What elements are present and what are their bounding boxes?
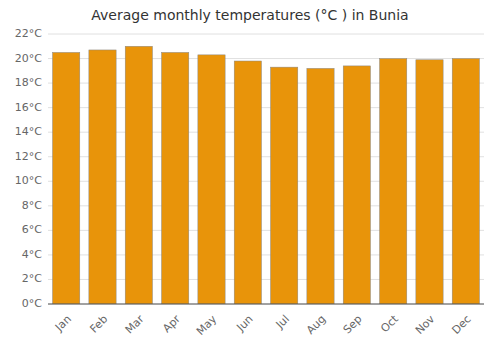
chart-title: Average monthly temperatures (°C ) in Bu… [91,7,408,23]
bar [162,52,189,304]
y-tick-label: 18°C [15,76,42,89]
y-tick-label: 0°C [22,297,42,310]
x-tick-label: Mar [123,312,147,336]
x-tick-label: Apr [160,312,183,335]
y-tick-label: 10°C [15,174,42,187]
bars [53,46,480,304]
x-tick-label: Aug [304,313,328,337]
y-grid [48,34,484,304]
bar [452,59,479,304]
bar [380,59,407,304]
bar [307,68,334,304]
x-tick-label: May [194,312,220,338]
y-tick-label: 8°C [22,199,42,212]
bar [271,67,298,304]
bar [89,50,116,304]
y-tick-label: 22°C [15,27,42,40]
x-tick-label: Feb [87,313,110,336]
y-tick-label: 6°C [22,223,42,236]
y-tick-label: 4°C [22,248,42,261]
grid-line [48,304,484,305]
x-tick-label: Nov [413,312,438,337]
chart-svg: Average monthly temperatures (°C ) in Bu… [0,0,500,350]
y-tick-label: 12°C [15,150,42,163]
x-tick-label: Jan [52,313,74,335]
y-tick-label: 16°C [15,101,42,114]
x-tick-label: Oct [378,312,401,335]
bar [53,52,80,304]
x-tick-label: Sep [341,313,365,337]
bar [234,61,261,304]
y-tick-label: 2°C [22,272,42,285]
x-axis-line [48,304,484,305]
y-tick-label: 14°C [15,125,42,138]
grid-line [48,34,484,35]
bar [198,55,225,304]
y-tick-label: 20°C [15,52,42,65]
x-tick-label: Jul [273,313,292,332]
bar [125,46,152,304]
x-tick-label: Dec [449,313,473,337]
bar [416,60,443,304]
x-tick-label: Jun [234,313,256,335]
chart-container: Average monthly temperatures (°C ) in Bu… [0,0,500,350]
bar [343,66,370,304]
